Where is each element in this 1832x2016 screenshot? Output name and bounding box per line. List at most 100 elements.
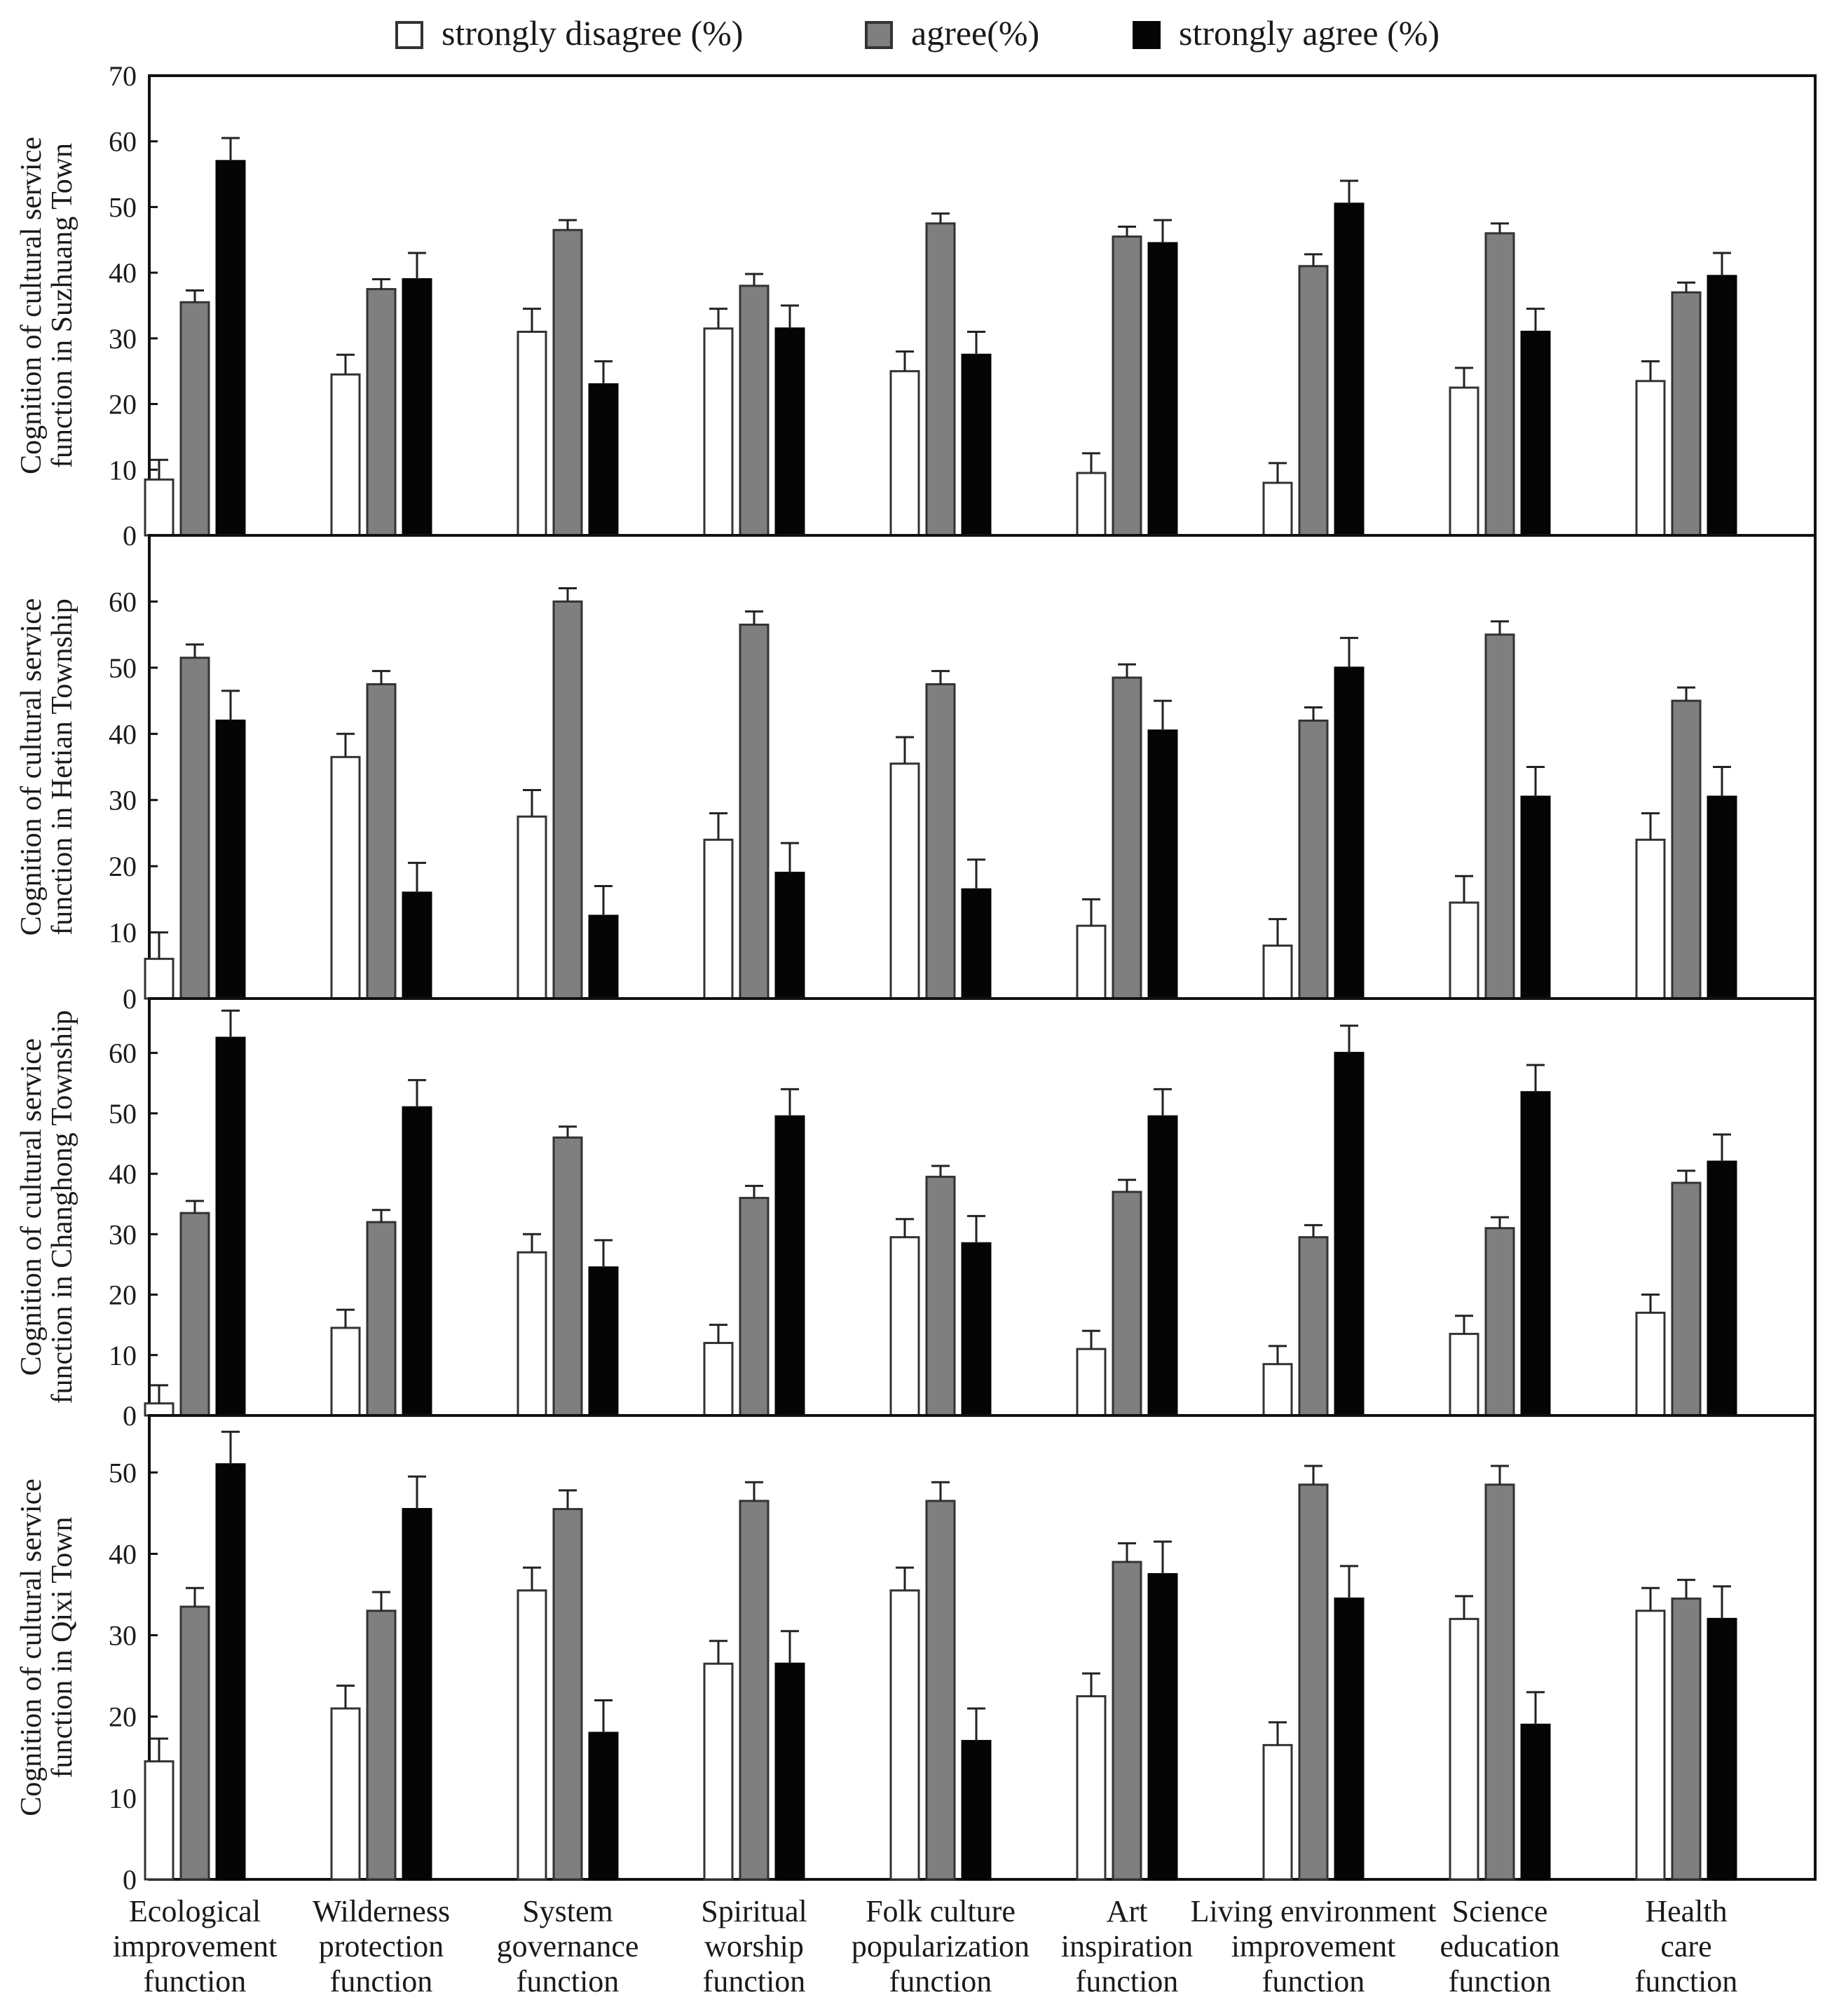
bar-p2-s3-c8 [1520, 795, 1551, 1000]
bar-p2-s2-c4 [739, 623, 770, 1000]
bar-p3-s1-c8 [1449, 1333, 1479, 1417]
bar-p4-s3-c7 [1334, 1597, 1365, 1881]
bar-p3-s1-c6 [1076, 1348, 1107, 1417]
category-label-6-line-2: inspiration [1061, 1929, 1193, 1963]
bar-p1-s1-c7 [1262, 481, 1293, 537]
bar-p3-s3-c1 [215, 1036, 246, 1417]
bar-p4-s2-c9 [1671, 1597, 1702, 1881]
category-label-7-line-3: function [1262, 1964, 1365, 1998]
y-tick-label: 60 [109, 1038, 137, 1069]
y-axis-label-line-1: Cognition of cultural service [15, 1479, 48, 1816]
category-label-8-line-3: function [1449, 1964, 1552, 1998]
bar-p4-s1-c8 [1449, 1617, 1479, 1881]
y-tick-label: 20 [109, 1280, 137, 1311]
bar-p2-s3-c6 [1147, 729, 1178, 1000]
bar-p4-s1-c7 [1262, 1743, 1293, 1881]
bar-p1-s3-c8 [1520, 330, 1551, 537]
bar-p2-s1-c5 [889, 762, 920, 1000]
y-tick-label: 0 [123, 1400, 137, 1432]
y-tick-label: 10 [109, 454, 137, 486]
bar-p2-s3-c7 [1334, 666, 1365, 1000]
category-label-3-line-3: function [517, 1964, 620, 1998]
bar-p2-s1-c9 [1635, 838, 1666, 1000]
y-tick-label: 0 [123, 1864, 137, 1895]
bar-p4-s3-c2 [402, 1508, 432, 1881]
y-tick-label: 10 [109, 1340, 137, 1371]
bar-p1-s3-c3 [588, 383, 619, 537]
bar-p2-s1-c2 [330, 755, 361, 1000]
category-label-3-line-2: governance [497, 1929, 639, 1963]
bar-p1-s1-c5 [889, 370, 920, 537]
bar-p3-s2-c2 [366, 1221, 397, 1417]
bar-p4-s3-c4 [774, 1662, 805, 1881]
bar-p1-s3-c7 [1334, 203, 1365, 537]
panel-2: 0 10 20 30 40 50 60 Cognition of cultural servi… [15, 534, 1817, 1015]
bar-p4-s1-c2 [330, 1707, 361, 1881]
bar-p4-s3-c6 [1147, 1572, 1178, 1881]
bar-p1-s2-c7 [1298, 265, 1329, 537]
y-axis-label-line-1: Cognition of cultural service [15, 1038, 48, 1376]
bar-p3-s3-c3 [588, 1266, 619, 1417]
bar-p4-s1-c3 [517, 1589, 547, 1881]
category-label-7-line-2: improvement [1231, 1929, 1396, 1963]
y-axis-label-line-2: function in Hetian Township [46, 598, 78, 935]
bar-p4-s3-c5 [961, 1740, 992, 1881]
category-label-9-line-1: Health [1645, 1894, 1727, 1928]
bar-p4-s2-c5 [925, 1500, 956, 1881]
y-tick-label: 50 [109, 652, 137, 684]
legend-label-2: agree(%) [911, 13, 1039, 53]
bar-p1-s2-c2 [366, 288, 397, 537]
bar-p2-s3-c3 [588, 914, 619, 1000]
bar-p3-s3-c7 [1334, 1052, 1365, 1417]
bar-p2-s1-c3 [517, 815, 547, 1000]
bar-p1-s2-c1 [179, 301, 210, 537]
bar-p2-s2-c3 [552, 600, 583, 1000]
bar-p1-s2-c9 [1671, 291, 1702, 537]
bar-p2-s3-c1 [215, 719, 246, 1000]
bar-p2-s2-c2 [366, 683, 397, 1000]
bar-p2-s2-c1 [179, 657, 210, 1000]
category-label-9-line-2: care [1660, 1929, 1711, 1963]
bar-p1-s3-c6 [1147, 242, 1178, 537]
bar-p4-s1-c4 [703, 1662, 734, 1881]
bar-p2-s2-c7 [1298, 719, 1329, 1000]
bar-p3-s1-c1 [144, 1402, 175, 1417]
bar-p3-s1-c5 [889, 1236, 920, 1417]
category-label-2-line-1: Wilderness [313, 1894, 450, 1928]
category-label-6-line-3: function [1076, 1964, 1179, 1998]
bar-p1-s2-c8 [1484, 232, 1515, 537]
category-label-8-line-2: education [1440, 1929, 1559, 1963]
panel-1: 0 10 20 30 40 50 60 70 Cognition of cultural ser… [15, 60, 1817, 551]
bar-p4-s2-c6 [1112, 1561, 1142, 1881]
bar-p1-s1-c8 [1449, 386, 1479, 537]
category-axis-labels: EcologicalimprovementfunctionWildernessp… [113, 1894, 1738, 1998]
bar-p3-s2-c8 [1484, 1227, 1515, 1417]
y-tick-label: 50 [109, 1098, 137, 1130]
bar-p4-s2-c1 [179, 1605, 210, 1881]
category-label-2-line-3: function [330, 1964, 433, 1998]
bar-p2-s3-c5 [961, 888, 992, 1000]
category-label-7-line-1: Living environment [1191, 1894, 1437, 1928]
y-tick-label: 40 [109, 1158, 137, 1190]
y-tick-label: 20 [109, 389, 137, 420]
bar-p1-s3-c2 [402, 278, 432, 537]
category-label-1-line-2: improvement [113, 1929, 278, 1963]
bar-p4-s1-c1 [144, 1760, 175, 1881]
bar-p3-s2-c4 [739, 1197, 770, 1417]
y-tick-label: 30 [109, 785, 137, 816]
bar-p2-s1-c4 [703, 838, 734, 1000]
chart-panels: 0 10 20 30 40 50 60 70 Cognition of cultural ser… [15, 60, 1817, 1895]
legend-label-1: strongly disagree (%) [442, 13, 743, 53]
bar-p1-s2-c6 [1112, 235, 1142, 537]
bar-p3-s3-c5 [961, 1242, 992, 1417]
bar-p1-s3-c1 [215, 160, 246, 537]
bar-p4-s2-c8 [1484, 1483, 1515, 1881]
y-axis-label-line-2: function in Changhong Township [46, 1010, 78, 1404]
bar-p4-s3-c8 [1520, 1723, 1551, 1881]
y-axis-label-line-1: Cognition of cultural service [15, 598, 48, 936]
y-tick-label: 0 [123, 983, 137, 1015]
